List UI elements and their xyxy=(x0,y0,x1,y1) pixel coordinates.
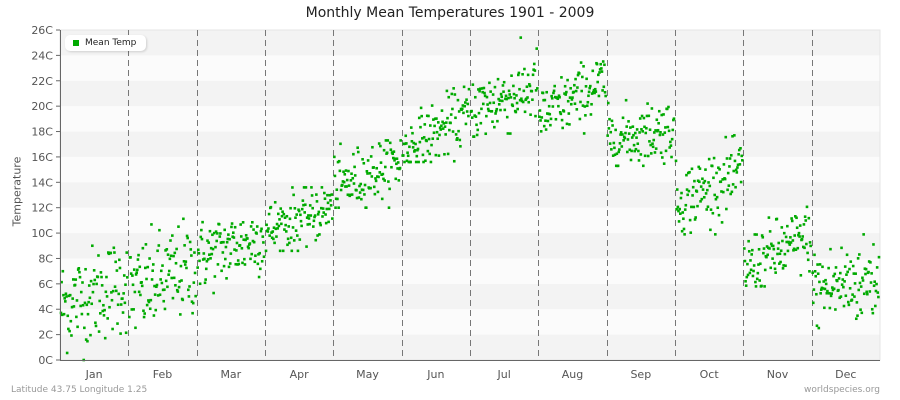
data-points xyxy=(59,36,881,362)
svg-text:Feb: Feb xyxy=(153,368,172,381)
svg-text:Apr: Apr xyxy=(290,368,310,381)
legend-swatch-icon xyxy=(73,40,79,46)
svg-text:24C: 24C xyxy=(31,49,53,62)
legend-label: Mean Temp xyxy=(85,38,137,48)
svg-text:22C: 22C xyxy=(31,75,53,88)
svg-text:2C: 2C xyxy=(38,329,53,342)
month-separators xyxy=(128,30,813,360)
svg-text:18C: 18C xyxy=(31,126,53,139)
svg-text:20C: 20C xyxy=(31,100,53,113)
svg-text:8C: 8C xyxy=(38,252,53,265)
svg-text:16C: 16C xyxy=(31,151,53,164)
svg-text:14C: 14C xyxy=(31,176,53,189)
axes: 0C 2C 4C 6C 8C 10C 12C 14C 16C 18C 20C 22C 24C 26C Jan… xyxy=(31,24,880,381)
legend: Mean Temp xyxy=(65,35,147,51)
svg-text:May: May xyxy=(356,368,379,381)
svg-text:Sep: Sep xyxy=(630,368,651,381)
svg-text:Aug: Aug xyxy=(562,368,583,381)
svg-text:Dec: Dec xyxy=(835,368,856,381)
svg-text:0C: 0C xyxy=(38,354,53,367)
svg-text:10C: 10C xyxy=(31,227,53,240)
svg-text:4C: 4C xyxy=(38,303,53,316)
svg-text:Nov: Nov xyxy=(767,368,789,381)
svg-text:26C: 26C xyxy=(31,24,53,37)
svg-text:Jun: Jun xyxy=(426,368,444,381)
svg-text:Mar: Mar xyxy=(220,368,241,381)
location-caption: Latitude 43.75 Longitude 1.25 xyxy=(11,385,148,395)
svg-text:6C: 6C xyxy=(38,278,53,291)
svg-text:12C: 12C xyxy=(31,202,53,215)
svg-text:Jul: Jul xyxy=(497,368,511,381)
svg-text:Oct: Oct xyxy=(700,368,720,381)
chart-title: Monthly Mean Temperatures 1901 - 2009 xyxy=(305,5,595,21)
source-caption: worldspecies.org xyxy=(803,385,880,395)
svg-text:Jan: Jan xyxy=(85,368,103,381)
